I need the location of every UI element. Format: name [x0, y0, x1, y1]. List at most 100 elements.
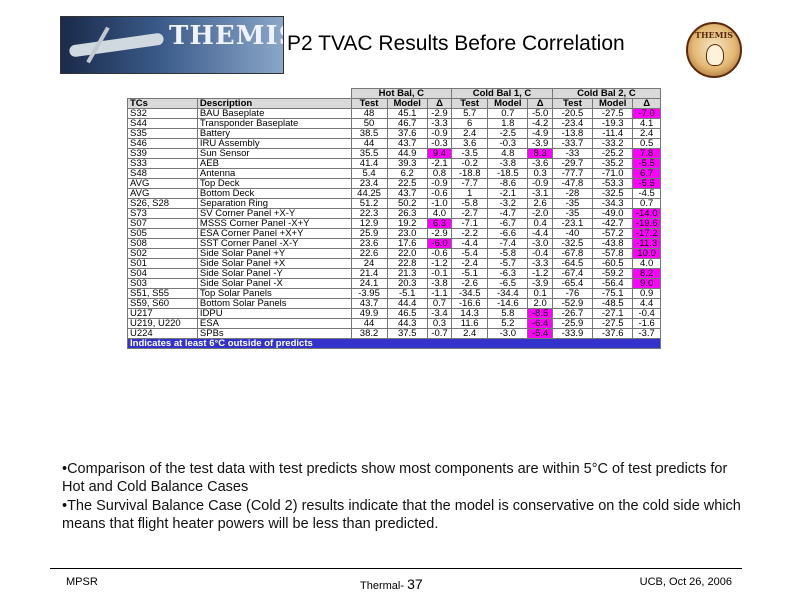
value-cell: -3.1 — [527, 188, 553, 199]
value-cell: -6.7 — [487, 218, 529, 229]
value-cell: -11.3 — [632, 238, 661, 249]
tc-cell: AVG — [127, 188, 198, 199]
value-cell: 10.0 — [632, 248, 661, 259]
value-cell: -5.8 — [451, 198, 489, 209]
value-cell: -35 — [551, 208, 594, 219]
value-cell: 0.5 — [632, 138, 661, 149]
value-cell: 38.5 — [350, 128, 388, 139]
value-cell: 1 — [451, 188, 489, 199]
tc-cell: S26, S28 — [127, 198, 198, 209]
tc-cell: S07 — [127, 218, 198, 229]
value-cell: -23.1 — [551, 218, 594, 229]
value-cell: -2.1 — [426, 158, 453, 169]
value-cell: 1.8 — [487, 118, 529, 129]
column-header: Δ — [632, 98, 661, 109]
value-cell: 0.9 — [632, 288, 661, 299]
value-cell: -4.7 — [487, 208, 529, 219]
value-cell: 2.0 — [527, 298, 553, 309]
description-cell: Top Deck — [196, 178, 352, 189]
table-row: S39 Sun Sensor 35.5 44.9 9.4 -3.5 4.8 8.3 -33 -25… — [127, 148, 661, 159]
tc-cell: S48 — [127, 168, 198, 179]
value-cell: -0.4 — [527, 248, 553, 259]
value-cell: -28 — [551, 188, 594, 199]
value-cell: 4.8 — [487, 148, 529, 159]
value-cell: 11.6 — [451, 318, 489, 329]
themis-logo: THEMIS — [60, 16, 284, 74]
value-cell: -6.0 — [426, 238, 453, 249]
value-cell: 22.3 — [350, 208, 388, 219]
description-cell: BAU Baseplate — [196, 108, 352, 119]
value-cell: -3.7 — [632, 328, 661, 339]
tc-cell: S51, S55 — [127, 288, 198, 299]
table-row: S59, S60 Bottom Solar Panels 43.7 44.4 0.7 -1… — [127, 298, 661, 309]
value-cell: -7.0 — [632, 108, 661, 119]
value-cell: -59.2 — [592, 268, 634, 279]
value-cell: -2.6 — [451, 278, 489, 289]
value-cell: 4.1 — [632, 118, 661, 129]
value-cell: 0.1 — [527, 288, 553, 299]
column-header: Model — [487, 98, 529, 109]
value-cell: 22.0 — [386, 248, 428, 259]
value-cell: -3.8 — [487, 158, 529, 169]
description-cell: IRU Assembly — [196, 138, 352, 149]
value-cell: 43.7 — [386, 188, 428, 199]
value-cell: -3.6 — [527, 158, 553, 169]
satellite-graphic — [68, 32, 165, 58]
value-cell: 35.5 — [350, 148, 388, 159]
value-cell: -3.95 — [350, 288, 388, 299]
value-cell: 44 — [350, 318, 388, 329]
value-cell: -4.4 — [527, 228, 553, 239]
bullet-item: •The Survival Balance Case (Cold 2) resu… — [62, 498, 741, 532]
footer-center: Thermal- 37 — [360, 576, 423, 592]
footer-divider — [50, 568, 742, 569]
value-cell: 0.3 — [527, 168, 553, 179]
value-cell: 0.7 — [632, 198, 661, 209]
value-cell: -0.6 — [426, 248, 453, 259]
value-cell: -3.9 — [527, 278, 553, 289]
footer-right: UCB, Oct 26, 2006 — [639, 576, 732, 588]
value-cell: -2.2 — [451, 228, 489, 239]
value-cell: 22.8 — [386, 258, 428, 269]
description-cell: Bottom Solar Panels — [196, 298, 352, 309]
value-cell: -27.5 — [592, 318, 634, 329]
value-cell: -5.1 — [386, 288, 428, 299]
value-cell: -4.5 — [632, 188, 661, 199]
footer-section-label: Thermal- — [360, 580, 405, 592]
group-header-cold2: Cold Bal 2, C — [551, 88, 662, 99]
tc-cell: S01 — [127, 258, 198, 269]
value-cell: 38.2 — [350, 328, 388, 339]
description-cell: AEB — [196, 158, 352, 169]
value-cell: -75.1 — [592, 288, 634, 299]
legend-row: Indicates at least 6°C outside of predic… — [127, 338, 661, 349]
value-cell: -5.8 — [487, 248, 529, 259]
value-cell: -8.6 — [487, 178, 529, 189]
value-cell: 20.3 — [386, 278, 428, 289]
table-row: S32 BAU Baseplate 48 45.1 -2.9 5.7 0.7 -5.0 -20.… — [127, 108, 661, 119]
table-row: S07 MSSS Corner Panel -X+Y 12.9 19.2 6.3 -7.1… — [127, 218, 661, 229]
value-cell: 6.2 — [386, 168, 428, 179]
results-table: Hot Bal, C Cold Bal 1, C Cold Bal 2, C T… — [127, 88, 662, 349]
value-cell: -19.6 — [632, 218, 661, 229]
value-cell: -64.5 — [551, 258, 594, 269]
description-cell: ESA — [196, 318, 352, 329]
tc-cell: U224 — [127, 328, 198, 339]
column-header: Δ — [527, 98, 553, 109]
table-row: S02 Side Solar Panel +Y 22.6 22.0 -0.6 -5.4 -5… — [127, 248, 661, 259]
value-cell: 24 — [350, 258, 388, 269]
value-cell: 8.3 — [527, 148, 553, 159]
tc-cell: AVG — [127, 178, 198, 189]
value-cell: -65.4 — [551, 278, 594, 289]
group-header-row: Hot Bal, C Cold Bal 1, C Cold Bal 2, C — [127, 88, 662, 99]
description-cell: IDPU — [196, 308, 352, 319]
themis-emblem: THEMIS — [686, 22, 742, 78]
description-cell: Side Solar Panel +Y — [196, 248, 352, 259]
description-cell: Side Solar Panel -Y — [196, 268, 352, 279]
value-cell: -52.9 — [551, 298, 594, 309]
column-header: Model — [592, 98, 634, 109]
value-cell: -11.4 — [592, 128, 634, 139]
value-cell: -2.7 — [451, 208, 489, 219]
value-cell: -77.7 — [551, 168, 594, 179]
results-table-container: Hot Bal, C Cold Bal 1, C Cold Bal 2, C T… — [127, 88, 662, 448]
description-cell: ESA Corner Panel +X+Y — [196, 228, 352, 239]
value-cell: 17.6 — [386, 238, 428, 249]
